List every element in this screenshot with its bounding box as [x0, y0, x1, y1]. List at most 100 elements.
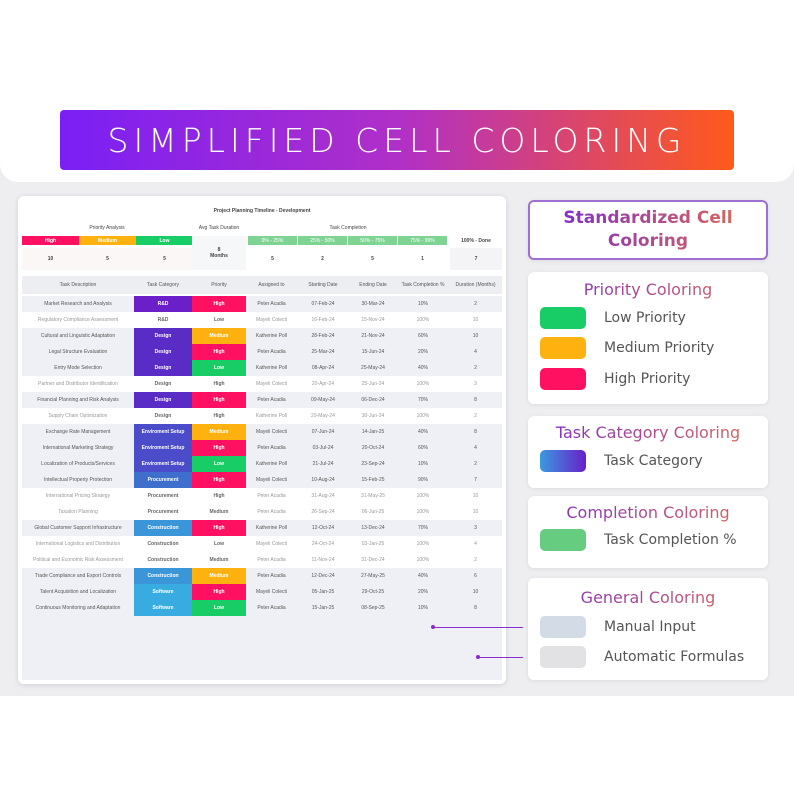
duration-cell[interactable]: 2 [474, 365, 477, 371]
priority-cell[interactable]: Medium [192, 568, 246, 584]
ending-date-cell[interactable]: 06-Jun-25 [361, 509, 385, 515]
duration-cell[interactable]: 10 [472, 333, 479, 339]
task-category-cell[interactable]: Design [154, 381, 172, 387]
priority-cell[interactable]: High [192, 344, 246, 360]
task-category-cell[interactable]: Enviroment Setup [134, 424, 192, 440]
assigned-to-cell[interactable]: Mayeli Colecti [255, 429, 288, 435]
starting-date-cell[interactable]: 28-Feb-24 [311, 333, 335, 339]
task-description-cell[interactable]: Localization of Products/Services [41, 461, 115, 467]
ending-date-cell[interactable]: 30-Mar-24 [361, 301, 385, 307]
ending-date-cell[interactable]: 29-Oct-25 [361, 589, 385, 595]
assigned-to-cell[interactable]: Katherine Poll [255, 525, 288, 531]
duration-cell[interactable]: 2 [474, 413, 477, 419]
task-completion-cell[interactable]: 100% [416, 557, 430, 563]
task-description-cell[interactable]: International Logistics and Distribution [35, 541, 121, 547]
ending-date-cell[interactable]: 30-Jun-24 [361, 413, 385, 419]
assigned-to-cell[interactable]: Peter Acadia [257, 509, 286, 515]
duration-cell[interactable]: 3 [474, 381, 477, 387]
task-completion-cell[interactable]: 20% [397, 584, 449, 600]
task-category-cell[interactable]: Procurement [134, 472, 192, 488]
starting-date-cell[interactable]: 12-Oct-24 [311, 525, 335, 531]
task-category-cell[interactable]: Construction [134, 568, 192, 584]
task-completion-cell[interactable]: 40% [397, 424, 449, 440]
task-completion-cell[interactable]: 90% [397, 472, 449, 488]
task-category-cell[interactable]: Software [134, 584, 192, 600]
task-category-cell[interactable]: Construction [147, 557, 179, 563]
duration-cell[interactable]: 10 [472, 509, 479, 515]
priority-cell[interactable]: Low [214, 317, 224, 323]
task-description-cell[interactable]: International Marketing Strategy [42, 445, 114, 451]
task-description-cell[interactable]: Global Customer Support Infrastructure [34, 525, 122, 531]
duration-cell[interactable]: 2 [474, 557, 477, 563]
duration-cell[interactable]: 2 [474, 301, 477, 307]
task-category-cell[interactable]: Software [134, 600, 192, 616]
assigned-to-cell[interactable]: Katherine Poll [255, 365, 288, 371]
task-description-cell[interactable]: Cultural and Linguistic Adaptation [40, 333, 116, 339]
starting-date-cell[interactable]: 07-Feb-24 [311, 301, 335, 307]
assigned-to-cell[interactable]: Peter Acadia [257, 493, 286, 499]
task-completion-cell[interactable]: 60% [397, 328, 449, 344]
task-completion-cell[interactable]: 70% [397, 392, 449, 408]
task-completion-cell[interactable]: 60% [397, 440, 449, 456]
task-category-cell[interactable]: Enviroment Setup [134, 456, 192, 472]
task-description-cell[interactable]: Supply Chain Optimization [48, 413, 108, 419]
priority-cell[interactable]: Medium [192, 424, 246, 440]
priority-cell[interactable]: Low [214, 541, 224, 547]
ending-date-cell[interactable]: 21-Nov-24 [361, 333, 385, 339]
duration-cell[interactable]: 8 [474, 429, 477, 435]
task-category-cell[interactable]: R&D [157, 317, 169, 323]
ending-date-cell[interactable]: 25-May-24 [361, 365, 385, 371]
starting-date-cell[interactable]: 29-May-24 [311, 413, 335, 419]
priority-cell[interactable]: High [192, 520, 246, 536]
task-completion-cell[interactable]: 40% [397, 568, 449, 584]
task-category-cell[interactable]: Enviroment Setup [134, 440, 192, 456]
ending-date-cell[interactable]: 03-Jan-25 [361, 541, 385, 547]
task-description-cell[interactable]: Market Research and Analysis [44, 301, 112, 307]
task-description-cell[interactable]: Legal Structure Evaluation [48, 349, 108, 355]
task-completion-cell[interactable]: 100% [416, 493, 430, 499]
starting-date-cell[interactable]: 08-Apr-24 [311, 365, 335, 371]
priority-cell[interactable]: Medium [192, 328, 246, 344]
duration-cell[interactable]: 6 [474, 573, 477, 579]
priority-cell[interactable]: Low [192, 600, 246, 616]
ending-date-cell[interactable]: 23-Sep-24 [361, 461, 385, 467]
ending-date-cell[interactable]: 06-Dec-24 [361, 397, 385, 403]
ending-date-cell[interactable]: 31-May-25 [361, 493, 385, 499]
ending-date-cell[interactable]: 13-Dec-24 [361, 525, 385, 531]
starting-date-cell[interactable]: 15-Jan-25 [311, 605, 335, 611]
ending-date-cell[interactable]: 15-Feb-25 [361, 477, 385, 483]
task-category-cell[interactable]: Design [154, 413, 172, 419]
task-completion-cell[interactable]: 100% [416, 413, 430, 419]
task-description-cell[interactable]: Entry Mode Selection [54, 365, 102, 371]
assigned-to-cell[interactable]: Katherine Poll [255, 413, 288, 419]
duration-cell[interactable]: 2 [474, 461, 477, 467]
starting-date-cell[interactable]: 31-Aug-24 [311, 493, 335, 499]
assigned-to-cell[interactable]: Mayeli Colecti [255, 317, 288, 323]
starting-date-cell[interactable]: 10-Aug-24 [311, 477, 335, 483]
task-category-cell[interactable]: Construction [134, 520, 192, 536]
priority-cell[interactable]: Medium [209, 509, 229, 515]
assigned-to-cell[interactable]: Peter Acadia [257, 605, 286, 611]
ending-date-cell[interactable]: 08-Sep-25 [361, 605, 385, 611]
task-category-cell[interactable]: Design [134, 344, 192, 360]
duration-cell[interactable]: 4 [474, 541, 477, 547]
task-description-cell[interactable]: Exchange Rate Management [45, 429, 111, 435]
duration-cell[interactable]: 7 [474, 477, 477, 483]
duration-cell[interactable]: 3 [474, 525, 477, 531]
task-description-cell[interactable]: Talent Acquisition and Localization [39, 589, 117, 595]
task-category-cell[interactable]: Construction [147, 541, 179, 547]
starting-date-cell[interactable]: 20-Apr-24 [311, 381, 335, 387]
task-completion-cell[interactable]: 100% [416, 317, 430, 323]
assigned-to-cell[interactable]: Mayeli Colecti [255, 589, 288, 595]
priority-cell[interactable]: High [192, 440, 246, 456]
task-category-cell[interactable]: Design [134, 392, 192, 408]
priority-cell[interactable]: High [192, 472, 246, 488]
task-description-cell[interactable]: Partner and Distributor Identification [38, 381, 118, 387]
assigned-to-cell[interactable]: Katherine Poll [255, 333, 288, 339]
task-description-cell[interactable]: Trade Compliance and Export Controls [34, 573, 122, 579]
duration-cell[interactable]: 8 [474, 605, 477, 611]
task-completion-cell[interactable]: 10% [397, 296, 449, 312]
priority-cell[interactable]: High [192, 392, 246, 408]
starting-date-cell[interactable]: 11-Nov-24 [311, 557, 335, 563]
task-completion-cell[interactable]: 10% [397, 600, 449, 616]
